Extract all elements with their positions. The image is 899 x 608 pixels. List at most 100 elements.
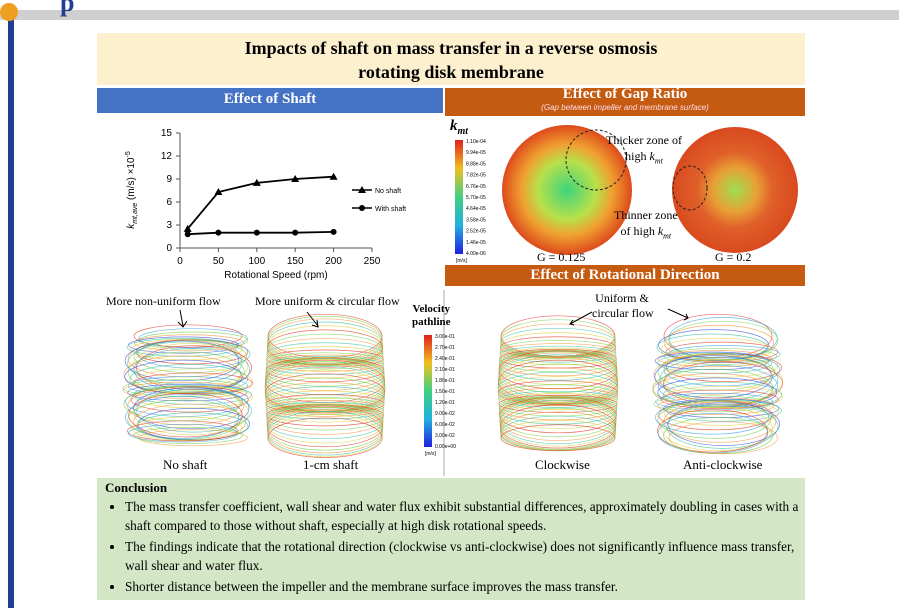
annotation: Thinner zoneof high kmt [614,207,678,244]
page: 1.10e-049.94e-058.88e-057.82e-056.76e-05… [0,0,899,608]
rotation-header: Effect of Rotational Direction [445,267,805,284]
x-tick-label: 200 [325,256,342,267]
colorbar-label: 2.40e-01 [435,356,455,362]
colorbar-label: 1.50e-01 [435,389,455,395]
colorbar-label: 4.64e-05 [466,206,486,212]
title: Impacts of shaft on mass transfer in a r… [97,36,805,84]
colorbar-label: 1.10e-04 [466,139,486,145]
colorbar-label: 6.76e-05 [466,184,486,190]
flow-label: Anti-clockwise [683,457,762,473]
conclusion-list: The mass transfer coefficient, wall shea… [105,497,815,598]
y-tick-label: 0 [166,243,172,254]
rotation-annotation: Uniform &circular flow [592,291,652,321]
pathline [267,330,382,365]
heading-fragment: p [60,0,74,18]
pathline [500,405,616,448]
conclusion-item: The findings indicate that the rotationa… [125,537,815,575]
text: (m/s) ×10 [126,157,137,200]
subscript: mt,ave [132,203,139,224]
pathline [267,407,382,450]
pathline [267,409,382,453]
gap-subheader: (Gap between impeller and membrane surfa… [445,103,805,112]
flow-annotation: More non-uniform flow [106,294,221,309]
colorbar-label: 1.46e-05 [466,240,486,246]
line [188,232,334,234]
colorbar-label: 3.58e-05 [466,217,486,223]
velocity-colorbar [424,335,432,447]
flow-label: No shaft [163,457,207,473]
kmt-colorbar [455,140,463,254]
colorbar-label: 1.80e-01 [435,378,455,384]
annotation: Thicker zone ofhigh kmt [606,132,682,169]
flow-label: Clockwise [535,457,590,473]
text: circular flow [592,306,652,321]
disk [672,127,798,253]
conclusion-item: Shorter distance between the impeller an… [125,577,815,596]
x-tick-label: 100 [248,256,265,267]
pathline [499,353,617,396]
x-tick-label: 50 [213,256,225,267]
colorbar-label: 2.10e-01 [435,367,455,373]
superscript: -5 [125,151,132,157]
text: Velocity [412,303,451,316]
point [215,230,221,236]
colorbar-label: 6.00e-02 [435,422,455,428]
colorbar-unit: [m/s] [425,451,436,457]
gap-label: G = 0.2 [715,250,751,265]
conclusion-title: Conclusion [105,480,167,496]
text: pathline [412,316,451,329]
title-line: rotating disk membrane [97,60,805,84]
pathline [268,314,382,357]
colorbar-label: 9.00e-02 [435,411,455,417]
y-tick-label: 15 [161,128,173,139]
arrow [668,309,688,320]
pathline [268,319,383,362]
line [188,177,334,229]
point [254,230,260,236]
kmt-label: kmt [450,118,468,137]
legend-marker [359,205,365,211]
legend-label: With shaft [375,206,406,213]
text: Thinner zone [614,207,678,223]
pathline [501,416,616,450]
y-tick-label: 6 [166,197,172,208]
colorbar-unit: [m/s] [456,258,467,264]
flow-annotation: More uniform & circular flow [255,294,400,309]
colorbar-label: 3.00e-01 [435,334,455,340]
point [292,230,298,236]
side-bar [8,14,14,608]
symbol: k [126,224,137,229]
arrow [178,310,187,327]
subscript: mt [663,231,671,240]
y-tick-label: 3 [166,220,172,231]
y-tick-label: 9 [166,174,172,185]
arrow [570,312,592,325]
x-tick-label: 150 [287,256,304,267]
colorbar-label: 2.70e-01 [435,345,455,351]
text: of high [620,224,654,238]
x-tick-label: 0 [177,256,183,267]
top-bar [0,10,899,20]
colorbar-label: 1.20e-01 [435,400,455,406]
velocity-title: Velocitypathline [412,303,451,329]
gap-label: G = 0.125 [537,250,585,265]
gap-header: Effect of Gap Ratio [445,86,805,103]
colorbar-label: 5.70e-05 [466,195,486,201]
pathline [668,403,780,446]
pathline [500,397,617,432]
dot [0,3,18,21]
shaft-header: Effect of Shaft [97,91,443,108]
title-line: Impacts of shaft on mass transfer in a r… [97,36,805,60]
x-tick-label: 250 [364,256,381,267]
text: high [625,149,646,163]
colorbar-label: 2.52e-05 [466,229,486,235]
y-tick-label: 12 [161,151,173,162]
x-axis-label: Rotational Speed (rpm) [224,270,327,281]
conclusion-item: The mass transfer coefficient, wall shea… [125,497,815,535]
text: Uniform & [592,291,652,306]
pathline [128,342,242,384]
colorbar-label: 8.88e-05 [466,161,486,167]
legend-label: No shaft [375,188,401,195]
colorbar-label: 4.00e-06 [466,251,486,257]
colorbar-label: 9.94e-05 [466,150,486,156]
